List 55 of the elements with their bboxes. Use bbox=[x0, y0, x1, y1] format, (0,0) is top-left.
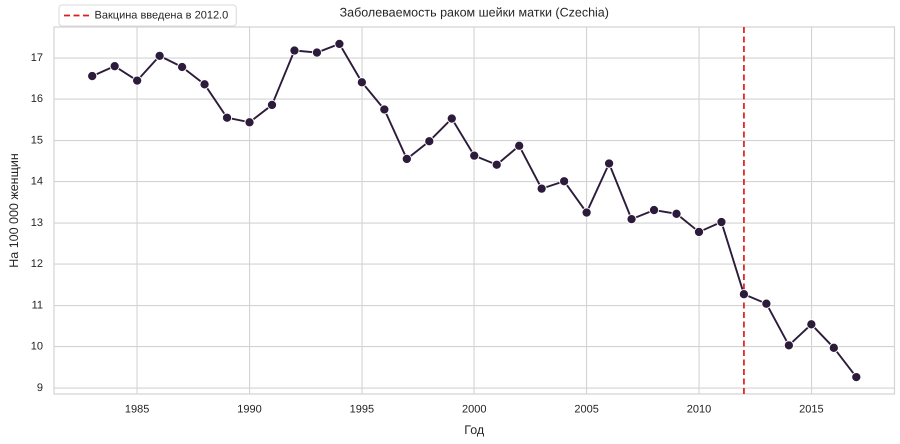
point bbox=[200, 79, 210, 90]
point bbox=[604, 158, 614, 169]
point bbox=[626, 214, 637, 224]
point bbox=[154, 50, 165, 61]
point bbox=[851, 372, 862, 382]
point bbox=[492, 160, 502, 170]
x-tick-label: 2015 bbox=[799, 404, 824, 416]
point bbox=[671, 208, 682, 219]
point bbox=[266, 100, 278, 110]
point bbox=[536, 184, 547, 194]
x-tick-label: 2000 bbox=[462, 404, 486, 416]
legend-label: Вакцина введена в 2012.0 bbox=[94, 10, 228, 22]
point bbox=[379, 104, 390, 115]
point bbox=[177, 62, 188, 72]
point bbox=[132, 76, 142, 86]
point bbox=[469, 150, 480, 161]
point bbox=[761, 298, 772, 309]
x-tick-label: 2005 bbox=[574, 404, 599, 416]
point bbox=[648, 205, 660, 216]
point bbox=[356, 77, 367, 88]
x-axis-title: Год bbox=[464, 422, 485, 437]
point bbox=[559, 176, 570, 186]
y-tick-label: 12 bbox=[30, 258, 43, 270]
y-tick-label: 11 bbox=[32, 299, 43, 312]
point bbox=[828, 342, 839, 353]
point bbox=[424, 136, 434, 146]
x-tick-label: 1985 bbox=[124, 404, 150, 416]
y-tick-label: 9 bbox=[36, 382, 43, 394]
x-tick-label: 2010 bbox=[686, 404, 712, 416]
point bbox=[806, 319, 816, 330]
point bbox=[222, 112, 232, 123]
point bbox=[738, 289, 749, 300]
y-tick-label: 17 bbox=[30, 52, 43, 64]
point bbox=[289, 45, 300, 56]
y-axis-title: На 100 000 женщин bbox=[6, 153, 21, 268]
point bbox=[784, 340, 794, 350]
x-tick-label: 1995 bbox=[350, 404, 374, 416]
point bbox=[582, 208, 592, 218]
point bbox=[402, 154, 412, 164]
point bbox=[110, 61, 120, 72]
point bbox=[312, 48, 322, 58]
chart-title: Заболеваемость раком шейки матки (Czechia) bbox=[340, 5, 609, 20]
y-tick-label: 14 bbox=[30, 176, 43, 188]
point bbox=[334, 38, 344, 49]
point bbox=[694, 226, 704, 237]
point bbox=[514, 140, 524, 151]
y-tick-label: 16 bbox=[30, 93, 43, 106]
y-tick-label: 13 bbox=[30, 216, 43, 229]
x-tick-label: 1990 bbox=[237, 404, 262, 416]
y-tick-label: 10 bbox=[30, 340, 43, 353]
point bbox=[87, 71, 98, 82]
point bbox=[446, 113, 457, 124]
point bbox=[716, 216, 727, 228]
point bbox=[244, 117, 255, 128]
y-tick-label: 15 bbox=[30, 134, 43, 146]
